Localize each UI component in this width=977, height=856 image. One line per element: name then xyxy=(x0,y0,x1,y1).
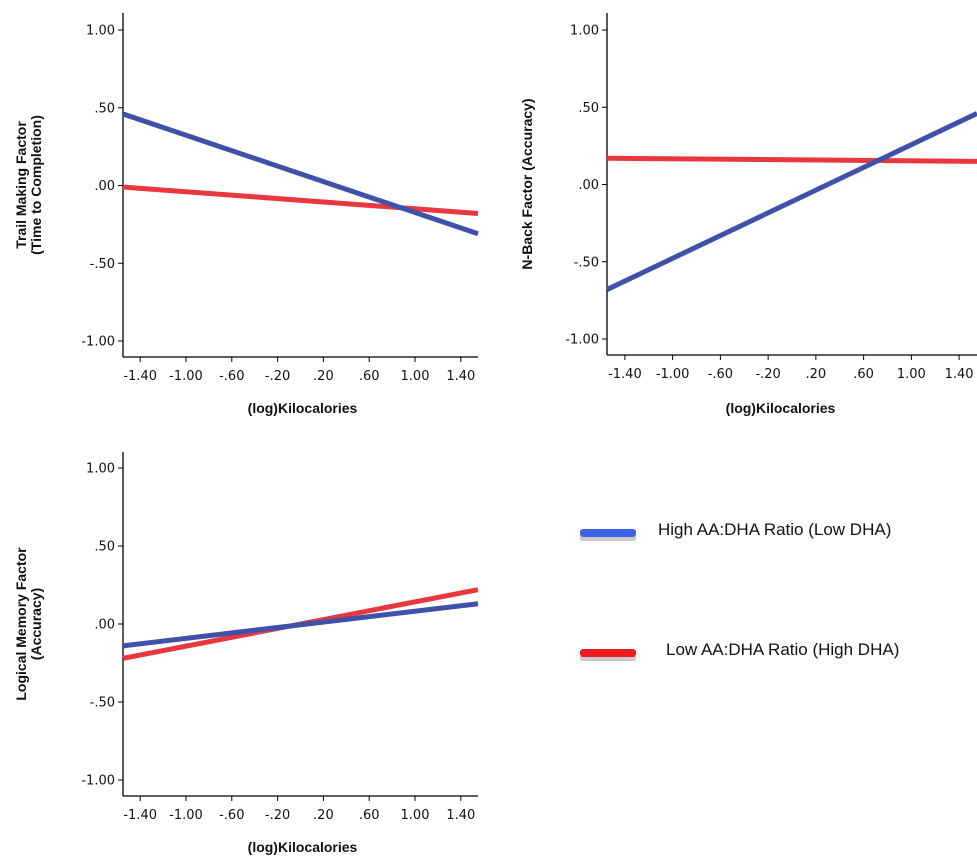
y-tick-label: .50 xyxy=(94,540,115,555)
x-tick-label: -.20 xyxy=(265,369,290,384)
y-tick-label: -1.00 xyxy=(81,335,115,350)
y-axis-title-line: Logical Memory Factor xyxy=(13,547,29,701)
x-tick-label: 1.00 xyxy=(401,808,430,823)
y-tick-label: -.50 xyxy=(574,255,599,270)
y-axis-title: Logical Memory Factor(Accuracy) xyxy=(13,547,44,701)
y-tick-label: .00 xyxy=(578,178,599,193)
legend-label: Low AA:DHA Ratio (High DHA) xyxy=(666,640,899,659)
x-tick-label: -1.00 xyxy=(169,369,203,384)
y-tick-label: 1.00 xyxy=(570,24,599,39)
x-tick-label: .20 xyxy=(313,369,334,384)
y-tick-label: .50 xyxy=(94,101,115,116)
x-tick-label: 1.00 xyxy=(897,367,926,382)
x-tick-label: -.20 xyxy=(265,808,290,823)
y-tick-label: 1.00 xyxy=(86,24,115,39)
x-tick-label: -1.40 xyxy=(608,367,642,382)
x-tick-label: -.60 xyxy=(708,367,733,382)
chart-panel-2: 1.00 .50 .00 -.50 -1.00 -1.40 -1.00 -.60 -.20 .20… xyxy=(519,13,977,416)
series-line-low xyxy=(606,155,977,164)
y-axis-title: Trail Making Factor(Time to Completion) xyxy=(13,115,44,255)
x-axis-title: (log)Kilocalories xyxy=(726,400,836,416)
x-tick-label: -1.40 xyxy=(123,808,157,823)
y-tick-label: .50 xyxy=(578,101,599,116)
y-axis-title-line: Trail Making Factor xyxy=(13,121,29,249)
legend-swatch xyxy=(580,529,636,537)
charts-layer: 1.00 .50 .00 -.50 -1.00 -1.40 -1.00 -.60 -.20 .20… xyxy=(13,13,977,855)
x-tick-label: -1.00 xyxy=(656,367,690,382)
y-tick-label: -.50 xyxy=(90,257,115,272)
y-axis-title: N-Back Factor (Accuracy) xyxy=(519,98,535,269)
x-tick-label: -1.00 xyxy=(169,808,203,823)
x-tick-label: .60 xyxy=(853,367,874,382)
y-tick-label: .00 xyxy=(94,618,115,633)
legend-item-low: Low AA:DHA Ratio (High DHA) xyxy=(580,640,899,661)
x-tick-label: .60 xyxy=(359,369,380,384)
chart-panel-3: 1.00 .50 .00 -.50 -1.00 -1.40 -1.00 -.60 -.20 .20… xyxy=(13,452,479,855)
series-line-high xyxy=(122,601,479,649)
x-tick-label: -.60 xyxy=(219,808,244,823)
x-tick-label: -1.40 xyxy=(123,369,157,384)
x-tick-label: 1.00 xyxy=(401,369,430,384)
y-axis-title-line: (Time to Completion) xyxy=(28,115,44,255)
x-tick-label: 1.40 xyxy=(446,808,475,823)
x-axis-title: (log)Kilocalories xyxy=(248,400,358,416)
x-tick-label: -.20 xyxy=(755,367,780,382)
y-tick-label: -1.00 xyxy=(565,333,599,348)
x-tick-label: -.60 xyxy=(219,369,244,384)
series-line-low xyxy=(122,184,479,216)
x-tick-label: .20 xyxy=(806,367,827,382)
x-tick-label: .20 xyxy=(313,808,334,823)
legend-item-high: High AA:DHA Ratio (Low DHA) xyxy=(580,520,891,541)
series-line-high xyxy=(605,111,977,292)
legend-swatch xyxy=(580,649,636,657)
series-line-high xyxy=(122,111,479,237)
x-tick-label: 1.40 xyxy=(945,367,974,382)
y-axis-title-line: (Accuracy) xyxy=(28,588,44,660)
y-tick-label: 1.00 xyxy=(86,462,115,477)
x-tick-label: 1.40 xyxy=(446,369,475,384)
x-tick-label: .60 xyxy=(359,808,380,823)
legend: High AA:DHA Ratio (Low DHA) Low AA:DHA Ra… xyxy=(580,520,899,661)
x-axis-title: (log)Kilocalories xyxy=(248,839,358,855)
y-tick-label: -.50 xyxy=(90,696,115,711)
y-axis-title-line: N-Back Factor (Accuracy) xyxy=(519,98,535,269)
legend-swatch-shadow xyxy=(580,656,636,661)
chart-panel-1: 1.00 .50 .00 -.50 -1.00 -1.40 -1.00 -.60 -.20 .20… xyxy=(13,13,479,416)
y-tick-label: .00 xyxy=(94,179,115,194)
y-tick-label: -1.00 xyxy=(81,774,115,789)
legend-swatch-shadow xyxy=(580,536,636,541)
legend-label: High AA:DHA Ratio (Low DHA) xyxy=(658,520,891,539)
